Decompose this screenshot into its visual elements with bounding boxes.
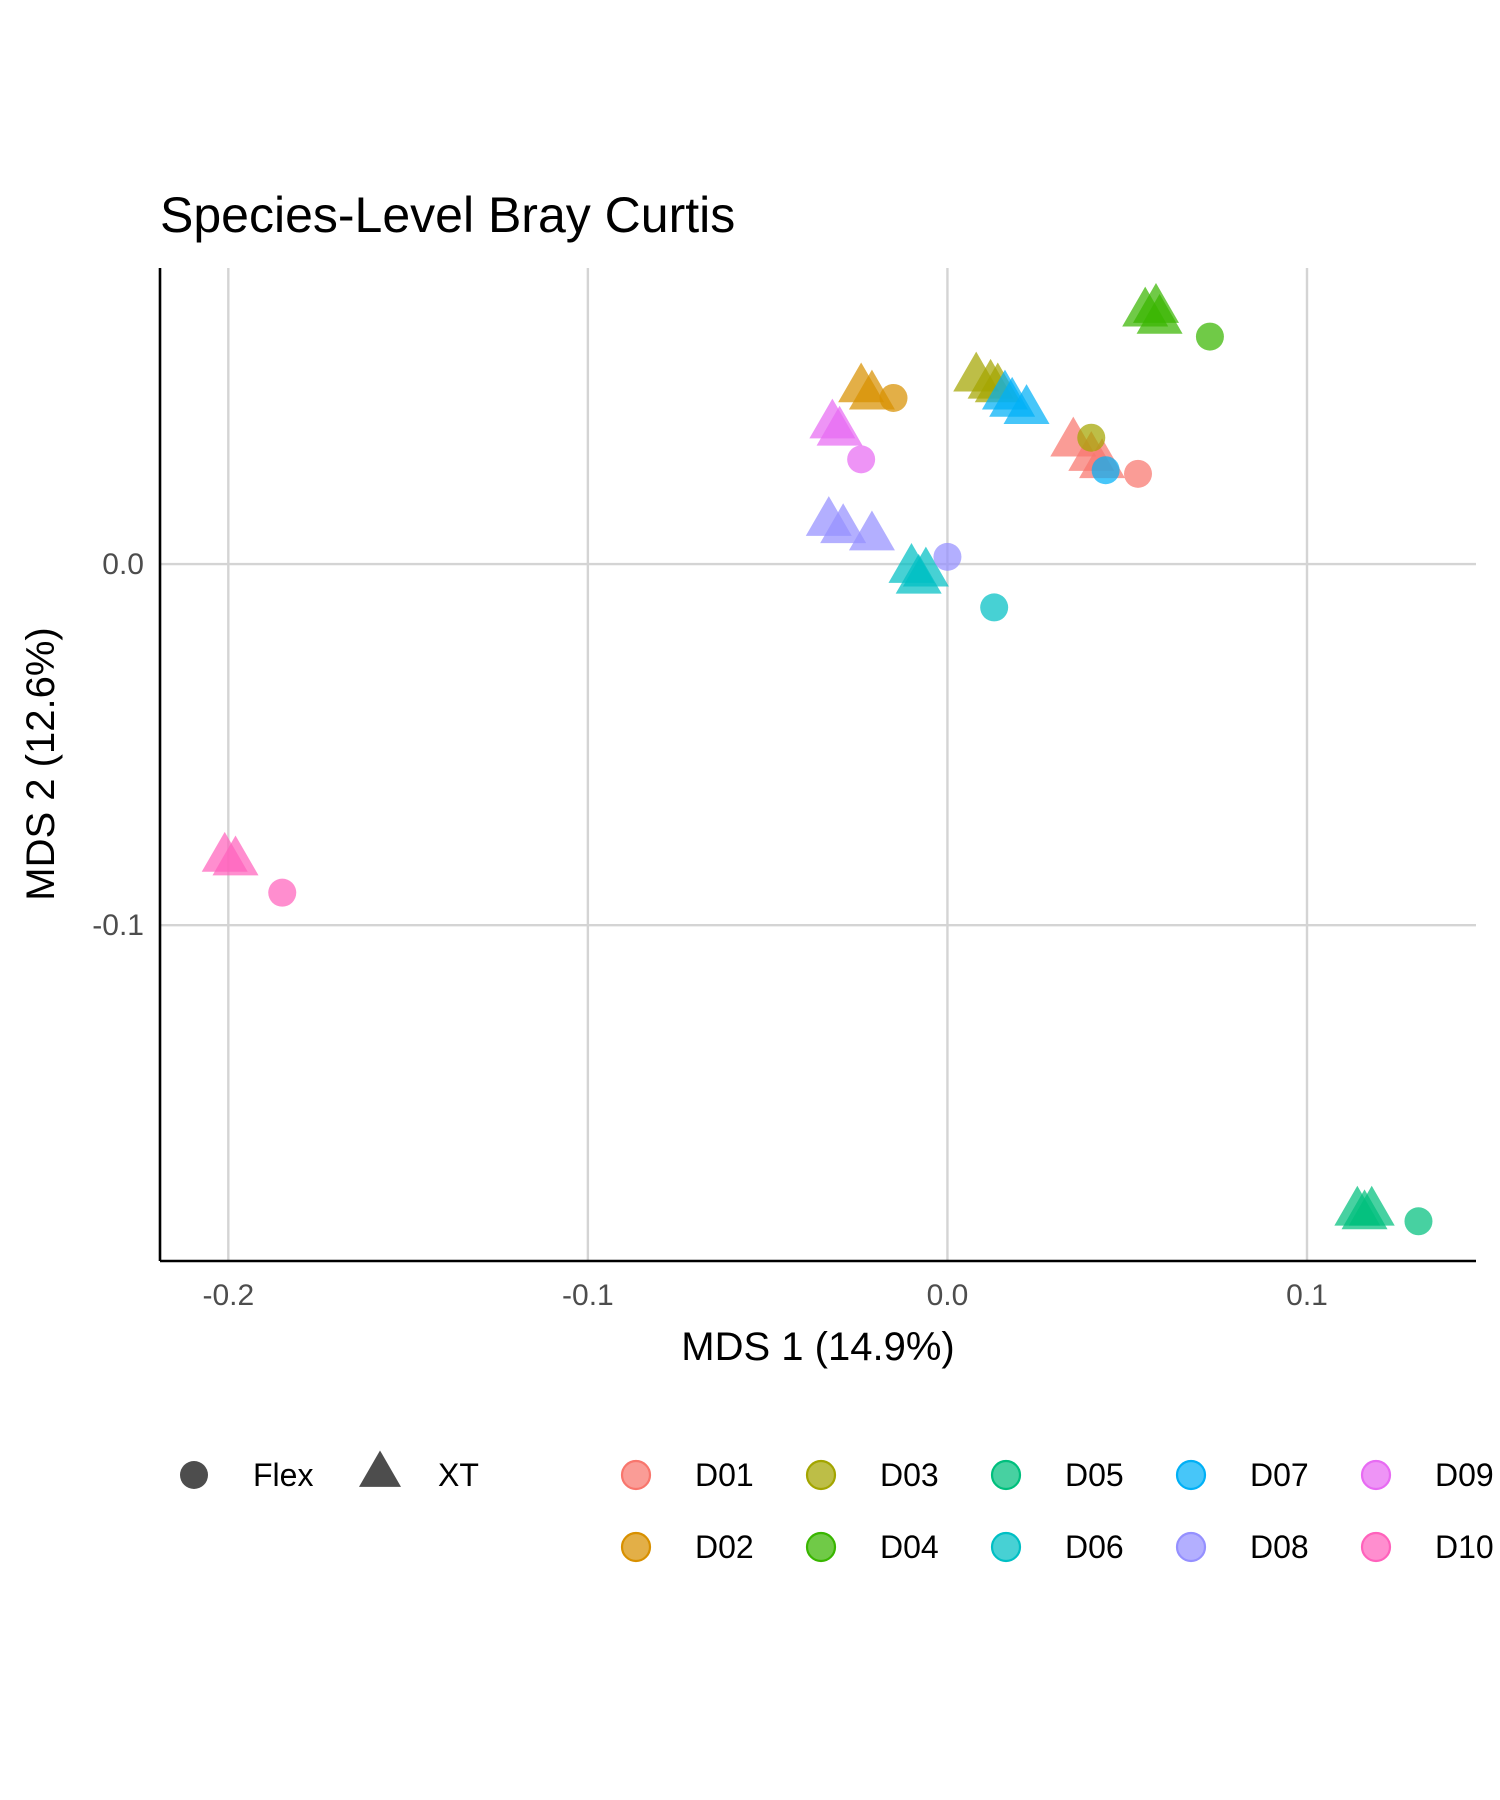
xt-point xyxy=(212,835,259,876)
y-tick-label: -0.1 xyxy=(92,909,144,942)
legend-color-label: D08 xyxy=(1250,1529,1309,1565)
legend-shape-label: XT xyxy=(438,1457,479,1493)
axes xyxy=(158,268,1476,1263)
x-tick-label: -0.2 xyxy=(202,1279,254,1312)
tick-labels: -0.2 -0.1 0.0 0.1 -0.1 0.0 xyxy=(92,548,1328,1312)
series-D02 xyxy=(838,362,908,412)
legend-color-label: D04 xyxy=(880,1529,939,1565)
legend-color-swatch xyxy=(990,1459,1022,1491)
legend-color-swatch xyxy=(620,1531,652,1563)
xt-point xyxy=(816,405,863,446)
flex-point xyxy=(1091,456,1120,485)
legend-color-label: D09 xyxy=(1435,1457,1494,1493)
legend-color-label: D03 xyxy=(880,1457,939,1493)
legend-color-swatch xyxy=(805,1531,837,1563)
flex-point xyxy=(1077,423,1106,452)
xt-point xyxy=(1136,293,1183,334)
legend-triangle-icon xyxy=(359,1450,401,1487)
legend-color-swatch xyxy=(990,1531,1022,1563)
chart-title: Species-Level Bray Curtis xyxy=(160,187,735,243)
xt-point xyxy=(820,503,867,544)
legend-color-swatch xyxy=(1360,1531,1392,1563)
y-axis-title: MDS 2 (12.6%) xyxy=(19,627,63,900)
xt-point xyxy=(848,510,895,551)
series-D08 xyxy=(805,496,962,571)
legend-color-swatch xyxy=(1175,1531,1207,1563)
flex-point xyxy=(933,542,962,571)
legend-color-label: D07 xyxy=(1250,1457,1309,1493)
grid-lines xyxy=(160,268,1476,1261)
flex-point xyxy=(268,878,297,907)
legend-color-label: D05 xyxy=(1065,1457,1124,1493)
x-axis-title: MDS 1 (14.9%) xyxy=(681,1325,954,1369)
flex-point xyxy=(1404,1207,1433,1236)
legend-color-swatch xyxy=(1360,1459,1392,1491)
legend-color-swatch xyxy=(1175,1459,1207,1491)
flex-point xyxy=(1124,459,1153,488)
legend-color-label: D02 xyxy=(695,1529,754,1565)
legend-shape-label: Flex xyxy=(253,1457,313,1493)
flex-point xyxy=(1195,322,1224,351)
xt-point xyxy=(1003,384,1050,424)
legend-circle-icon xyxy=(180,1461,208,1489)
flex-point xyxy=(879,383,908,412)
x-tick-label: 0.1 xyxy=(1286,1279,1328,1312)
series-D10 xyxy=(201,831,297,907)
flex-point xyxy=(847,445,876,474)
data-points xyxy=(201,283,1433,1236)
series-D04 xyxy=(1122,283,1224,351)
x-tick-label: -0.1 xyxy=(562,1279,614,1312)
x-tick-label: 0.0 xyxy=(927,1279,969,1312)
xt-point xyxy=(1341,1189,1388,1230)
series-D05 xyxy=(1334,1185,1433,1236)
legend-color-label: D10 xyxy=(1435,1529,1494,1565)
series-D06 xyxy=(888,543,1009,622)
legend-color-label: D01 xyxy=(695,1457,754,1493)
flex-point xyxy=(980,593,1009,622)
series-D09 xyxy=(809,398,876,474)
legend-color-swatch xyxy=(805,1459,837,1491)
y-tick-label: 0.0 xyxy=(102,548,144,581)
legend-color-swatch xyxy=(620,1459,652,1491)
legend-color-label: D06 xyxy=(1065,1529,1124,1565)
xt-point xyxy=(895,553,942,594)
series-D07 xyxy=(981,369,1120,485)
legend: Flex XT D01 D02 D03 D04 D05 D06 D07 D08 D09 D10 xyxy=(180,1450,1494,1565)
